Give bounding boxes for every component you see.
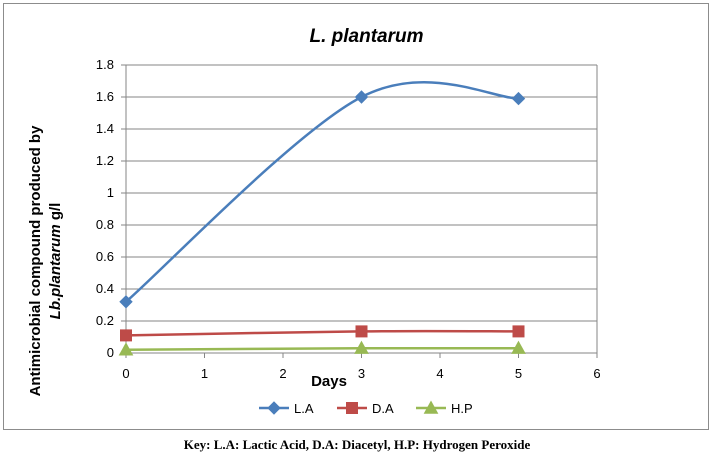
- data-point-da: [512, 325, 525, 338]
- x-tick-label: 4: [436, 366, 443, 381]
- y-tick-label: 1.2: [96, 153, 114, 168]
- chart-frame: L. plantarum 0 0.2 0.4 0.6 0.8 1 1.2 1.4 1.6 1.8 0 1…: [3, 3, 709, 430]
- y-tick-label: 0.4: [96, 281, 114, 296]
- key-caption: Key: L.A: Lactic Acid, D.A: Diacetyl, H.…: [183, 437, 531, 452]
- legend-label-la: L.A: [294, 401, 314, 416]
- legend-marker-hp: [423, 400, 439, 414]
- x-tick-label: 6: [593, 366, 600, 381]
- series-line-da: [125, 329, 519, 337]
- y-axis-label-italic: Lb.plantarum: [47, 224, 64, 319]
- x-tick-label: 5: [515, 366, 522, 381]
- y-tick-label: 1.6: [96, 89, 114, 104]
- y-tick-label: 1: [107, 185, 114, 200]
- data-point-la: [511, 91, 526, 106]
- data-point-hp: [354, 340, 369, 354]
- y-axis-label-line1: Antimicrobial compound produced by: [27, 125, 44, 397]
- series-line-hp: [125, 346, 519, 352]
- y-axis-label-unit: g/l: [47, 203, 64, 225]
- legend-marker-da: [346, 402, 358, 414]
- legend-marker-la: [267, 401, 281, 415]
- x-tick-label: 2: [279, 366, 286, 381]
- data-point-da: [355, 325, 368, 338]
- data-point-hp: [511, 340, 526, 354]
- chart-title: L. plantarum: [309, 26, 423, 47]
- y-tick-label: 0: [107, 345, 114, 360]
- x-axis-label: Days: [311, 373, 347, 390]
- x-tick-label: 3: [358, 366, 365, 381]
- y-axis-label-line2: Lb.plantarum g/l: [47, 203, 64, 320]
- data-point-la: [354, 90, 369, 104]
- data-point-la: [119, 295, 133, 309]
- legend-label-hp: H.P: [451, 401, 473, 416]
- y-tick-label: 1.4: [96, 121, 114, 136]
- x-tick-label: 1: [201, 366, 208, 381]
- data-point-hp: [118, 342, 134, 356]
- y-tick-label: 0.6: [96, 249, 114, 264]
- legend-label-da: D.A: [372, 401, 394, 416]
- y-tick-label: 0.2: [96, 313, 114, 328]
- line-chart: L. plantarum 0 0.2 0.4 0.6 0.8 1 1.2 1.4 1.6 1.8 0 1…: [27, 26, 601, 416]
- data-point-da: [120, 329, 132, 342]
- x-tick-label: 0: [122, 366, 129, 381]
- y-tick-label: 0.8: [96, 217, 114, 232]
- y-tick-label: 1.8: [96, 57, 114, 72]
- series-line-la: [125, 81, 519, 303]
